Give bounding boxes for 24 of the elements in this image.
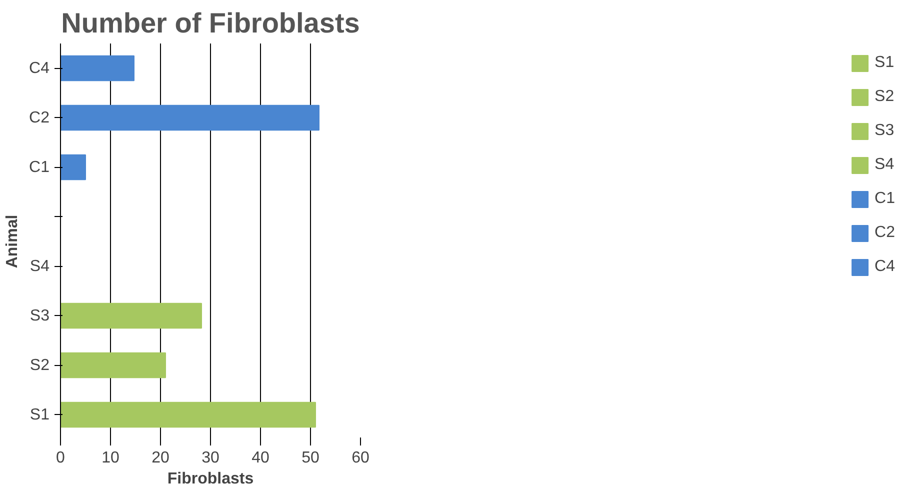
x-tick-label: 60 [352, 450, 370, 466]
y-tick-label: S3 [30, 307, 50, 324]
y-axis-title: Animal [4, 214, 22, 268]
x-tick-label: 50 [302, 450, 320, 466]
x-axis-title: Fibroblasts [167, 470, 254, 488]
y-tick-label: C2 [29, 109, 50, 126]
x-tick-label: 20 [152, 450, 170, 466]
y-tick-label: C4 [29, 60, 50, 77]
y-tick-label: S1 [30, 406, 50, 424]
legend-label: C4 [874, 258, 895, 276]
x-tick-label: 40 [252, 450, 270, 466]
y-tick-label: S2 [30, 356, 50, 374]
legend-label: S3 [874, 122, 895, 140]
legend-label: C1 [874, 190, 895, 208]
legend-label: S4 [874, 156, 895, 174]
legend-label: S2 [874, 88, 895, 106]
y-tick-label: S4 [30, 258, 50, 275]
x-tick-label: 30 [202, 450, 220, 466]
x-tick-label: 0 [56, 450, 66, 466]
legend-label: S1 [874, 54, 895, 72]
legend-label: C2 [874, 224, 895, 242]
chart-title: Number of Fibroblasts [61, 8, 360, 38]
y-tick-label: C1 [29, 158, 50, 176]
x-tick-label: 10 [102, 450, 120, 466]
